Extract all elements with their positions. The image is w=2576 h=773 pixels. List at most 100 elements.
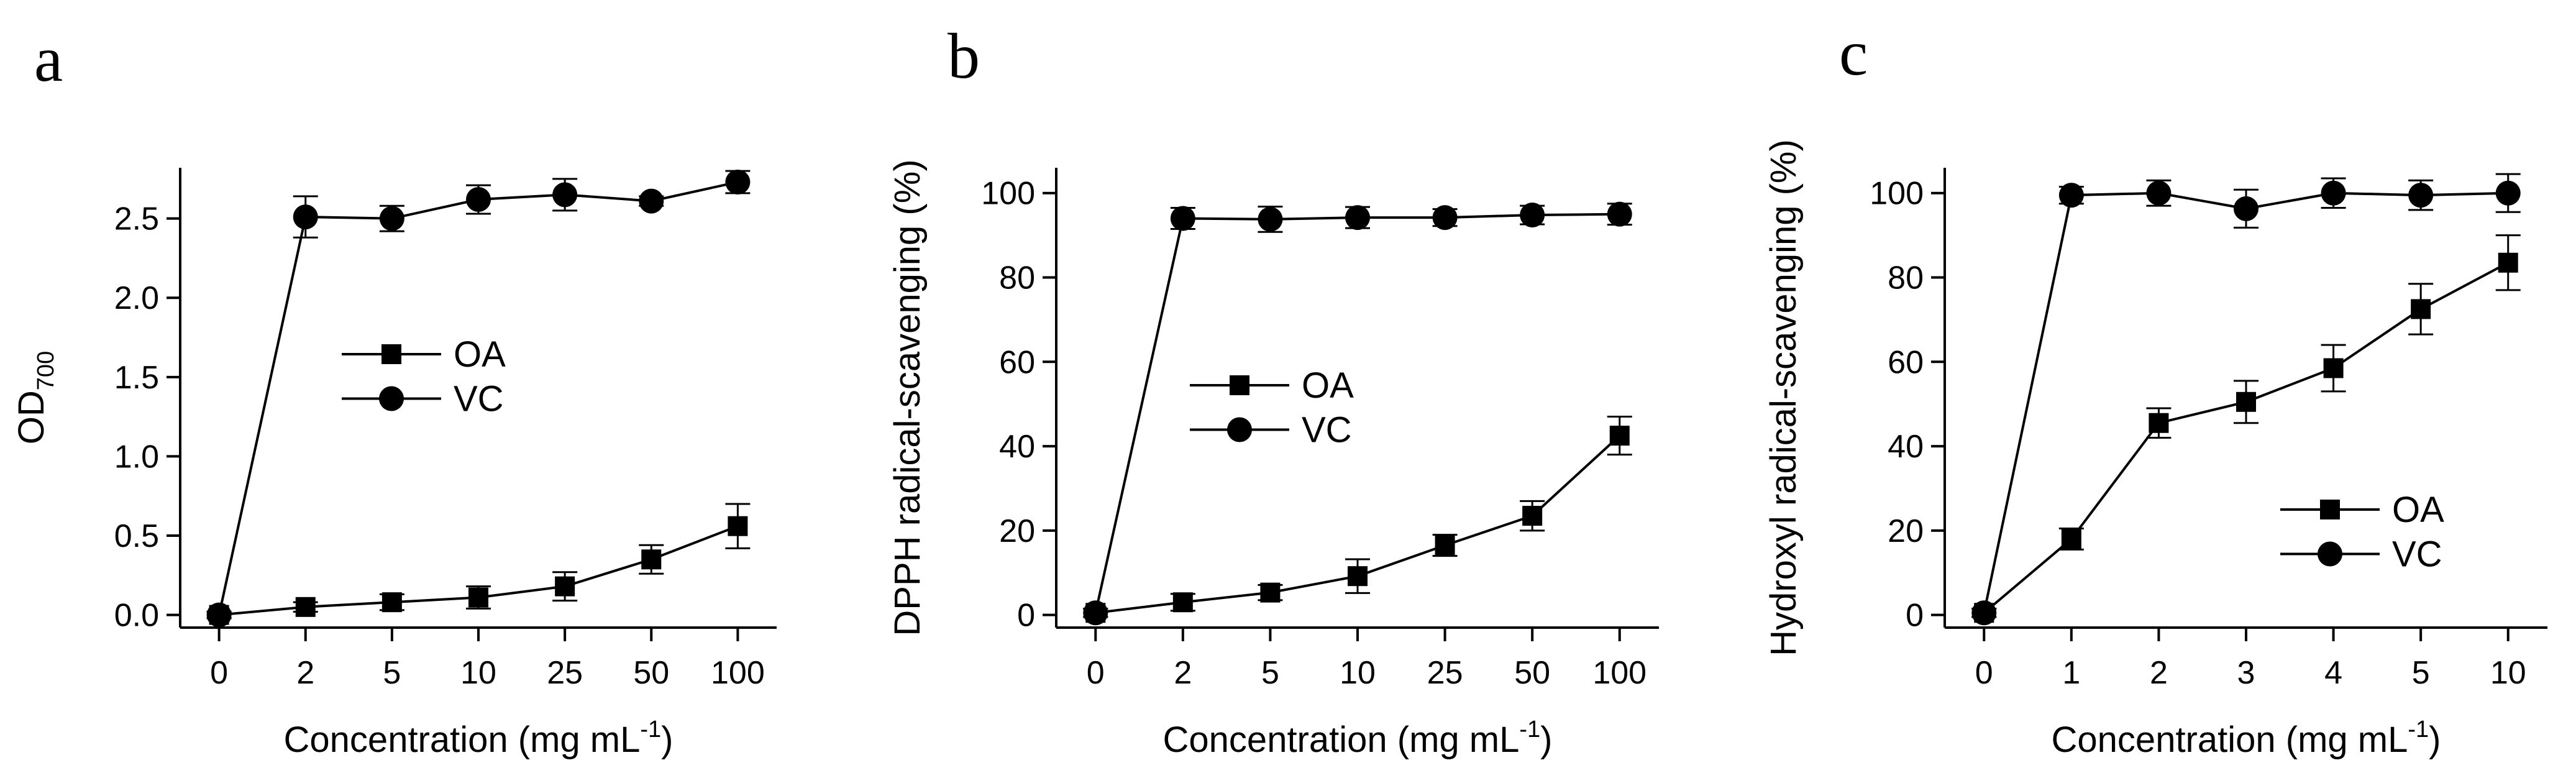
x-tick-label: 100 <box>1592 655 1647 691</box>
legend-label: OA <box>454 334 506 375</box>
x-tick-label: 50 <box>1514 655 1550 691</box>
x-tick-label: 0 <box>1975 655 1993 691</box>
y-tick-label: 20 <box>999 513 1035 549</box>
x-tick-label: 10 <box>2490 655 2526 691</box>
y-tick-label: 1.5 <box>114 360 159 396</box>
panel-c: c 0 20 40 60 80 100 0 1 2 3 4 5 10 Concentration (mg m… <box>1763 17 2547 760</box>
series-vc <box>1083 201 1632 626</box>
x-tick-label: 0 <box>210 655 228 691</box>
data-point-vc <box>2058 183 2084 208</box>
y-tick-label: 2.0 <box>114 280 159 316</box>
data-point-oa <box>2498 252 2518 273</box>
series-oa <box>1083 416 1632 623</box>
data-point-oa <box>1172 592 1193 613</box>
data-point-vc <box>206 602 232 628</box>
legend-marker-circle <box>1227 417 1252 442</box>
data-point-oa <box>2236 391 2256 412</box>
legend-marker-circle <box>2318 541 2342 567</box>
data-point-oa <box>728 516 748 536</box>
x-tick-label: 5 <box>2412 655 2430 691</box>
data-point-vc <box>1258 206 1283 232</box>
data-point-oa <box>1609 426 1630 446</box>
y-tick-label: 1.0 <box>114 439 159 475</box>
x-tick-label: 10 <box>460 655 496 691</box>
data-point-vc <box>1432 205 1458 231</box>
legend-marker-circle <box>379 386 404 411</box>
data-point-vc <box>2321 180 2346 206</box>
y-tick-label: 40 <box>999 429 1035 465</box>
x-tick-label: 4 <box>2324 655 2342 691</box>
x-tick-label: 50 <box>633 655 669 691</box>
legend-label: VC <box>454 379 504 419</box>
x-tick-label: 1 <box>2062 655 2080 691</box>
data-point-oa <box>1260 582 1281 603</box>
series-oa <box>1971 234 2521 623</box>
data-point-oa <box>2411 299 2431 319</box>
series-vc <box>206 169 751 628</box>
x-tick-label: 10 <box>1340 655 1376 691</box>
x-axis-title: Concentration (mg mL-1) <box>1163 716 1553 760</box>
panel-a: a0.00.51.01.52.02.50 2 5 10 25 50 100Concentra… <box>11 24 777 760</box>
x-tick-label: 25 <box>547 655 583 691</box>
data-point-vc <box>1971 600 1997 626</box>
series-vc <box>1971 173 2521 626</box>
y-tick-label: 40 <box>1888 429 1924 465</box>
legend-label: OA <box>2392 490 2444 530</box>
x-tick-label: 5 <box>383 655 401 691</box>
data-point-vc <box>1345 205 1370 231</box>
y-tick-label: 0 <box>1017 598 1035 634</box>
data-point-vc <box>1170 206 1195 231</box>
data-point-oa <box>468 587 488 608</box>
panel-letter: c <box>1839 17 1868 89</box>
y-tick-label: 0.5 <box>114 518 159 554</box>
y-tick-label: 100 <box>1870 176 1924 212</box>
y-tick-label: 80 <box>999 260 1035 296</box>
y-tick-label: 2.5 <box>114 201 159 237</box>
y-tick-label: 0 <box>1906 598 1924 634</box>
series-oa <box>206 503 751 625</box>
legend-marker-square <box>381 344 401 364</box>
y-tick-label: 80 <box>1888 260 1924 296</box>
legend-label: VC <box>1302 410 1352 451</box>
data-point-vc <box>1607 201 1632 227</box>
data-point-oa <box>2323 358 2344 378</box>
x-axis-title: Concentration (mg mL-1) <box>2052 716 2441 760</box>
x-tick-label: 5 <box>1261 655 1279 691</box>
y-axis-title: OD700 <box>11 351 59 444</box>
data-point-vc <box>2408 183 2434 208</box>
data-point-vc <box>2495 180 2521 206</box>
data-point-vc <box>293 204 318 230</box>
x-tick-label: 3 <box>2237 655 2255 691</box>
data-point-oa <box>1522 506 1543 526</box>
data-point-vc <box>2146 180 2172 206</box>
legend-marker-square <box>1230 375 1249 395</box>
x-tick-label: 0 <box>1087 655 1105 691</box>
y-axis-title: DPPH radical-scavenging (%) <box>887 159 928 636</box>
y-tick-label: 20 <box>1888 513 1924 549</box>
data-point-oa <box>641 549 662 570</box>
x-tick-label: 2 <box>2150 655 2168 691</box>
x-tick-label: 2 <box>296 655 314 691</box>
data-point-oa <box>1435 535 1455 556</box>
y-tick-label: 0.0 <box>114 598 159 634</box>
y-tick-label: 60 <box>1888 344 1924 380</box>
y-tick-label: 60 <box>999 344 1035 380</box>
data-point-vc <box>466 187 491 213</box>
data-point-oa <box>295 597 316 617</box>
series-line-vc <box>1094 213 1620 613</box>
data-point-vc <box>639 188 664 214</box>
data-point-vc <box>725 169 751 194</box>
panel-letter: a <box>34 24 63 95</box>
x-axis-title: Concentration (mg mL-1) <box>284 716 674 760</box>
data-point-vc <box>1520 203 1545 228</box>
x-tick-label: 25 <box>1427 655 1463 691</box>
data-point-vc <box>552 182 578 208</box>
legend-label: OA <box>1302 365 1354 406</box>
data-point-vc <box>2234 196 2259 221</box>
data-point-vc <box>1083 600 1108 626</box>
data-point-oa <box>381 592 402 613</box>
